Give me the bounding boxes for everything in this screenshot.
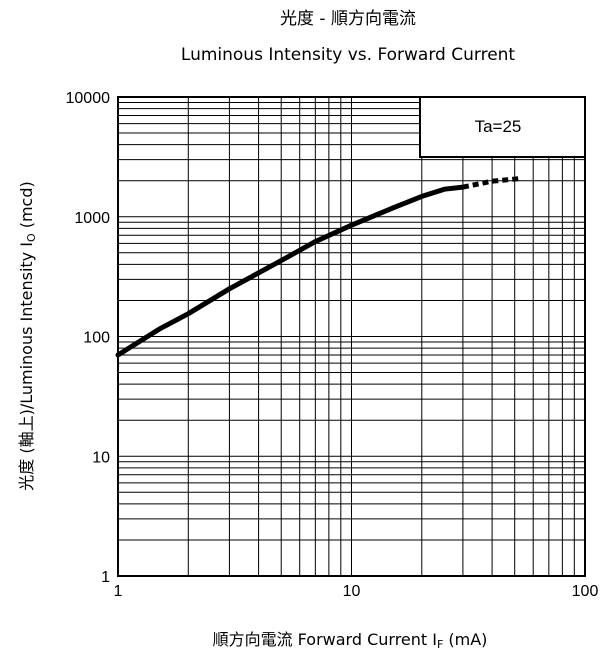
x-tick-labels: 1 10 100 xyxy=(114,583,599,600)
y-tick-label: 100 xyxy=(83,330,110,347)
series-line-solid xyxy=(115,184,466,358)
series-line-dashed xyxy=(462,176,519,190)
y-tick-label: 1000 xyxy=(74,210,110,227)
legend-label: Ta=25 xyxy=(475,117,522,136)
series-lines xyxy=(115,176,519,358)
x-tick-label: 1 xyxy=(114,583,123,600)
y-tick-label: 10 xyxy=(92,449,110,466)
y-axis-label-main: 光度 (軸上)/Luminous Intensity I xyxy=(17,242,36,491)
y-axis-label-unit: (mcd) xyxy=(17,181,36,233)
chart-subtitle: Luminous Intensity vs. Forward Current xyxy=(181,45,516,65)
y-tick-labels: 1 10 100 1000 10000 xyxy=(66,90,111,586)
grid-lines xyxy=(118,97,585,576)
plot-frame xyxy=(117,96,586,577)
chart-title: 光度 - 順方向電流 xyxy=(280,9,416,29)
x-axis-label-unit: (mA) xyxy=(443,630,487,649)
x-tick-label: 10 xyxy=(343,583,361,600)
x-axis-label-subscript: F xyxy=(437,638,443,651)
x-axis-label-main: 順方向電流 Forward Current I xyxy=(213,630,437,649)
legend-box xyxy=(419,96,586,158)
y-tick-label: 1 xyxy=(101,569,110,586)
y-axis-label: 光度 (軸上)/Luminous Intensity IO (mcd) xyxy=(17,181,38,491)
legend: Ta=25 xyxy=(419,96,586,158)
y-tick-label: 10000 xyxy=(66,90,111,107)
y-axis-label-subscript: O xyxy=(25,233,38,242)
x-tick-label: 100 xyxy=(572,583,599,600)
x-axis-label: 順方向電流 Forward Current IF (mA) xyxy=(213,630,488,651)
